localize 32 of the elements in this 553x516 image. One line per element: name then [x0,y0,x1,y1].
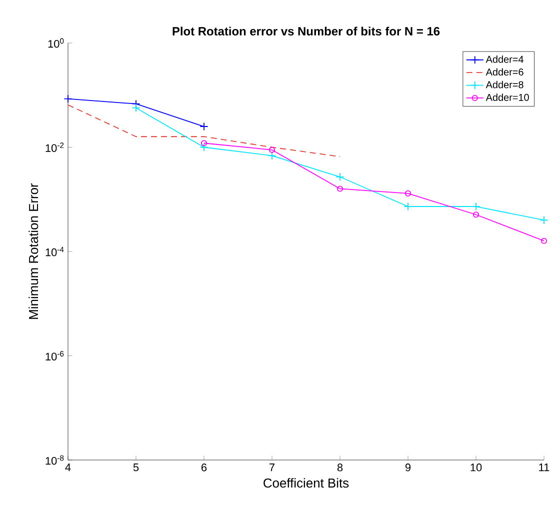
legend-label: Adder=10 [486,94,529,101]
point [268,146,276,153]
x-axis-title: Coefficient Bits [264,478,349,488]
point [200,143,208,152]
point [200,122,208,131]
chart-title: Plot Rotation error vs Number of bits for N = 16 [172,26,440,36]
y-tick-label: 10$^{-8}$ [46,455,64,465]
x-tick-label: 11 [539,464,550,472]
x-tick-label: 4 [65,464,71,472]
x-tick-label: 5 [133,464,139,472]
y-tick-label: 10$^{-6}$ [46,351,64,360]
line-series [68,104,340,158]
point [404,190,412,196]
legend-label: Adder=6 [486,68,524,76]
x-tick-label: 10 [470,464,482,472]
point [268,151,276,160]
legend-label: Adder=8 [486,80,524,88]
y-tick-label: 10$^{-4}$ [46,246,64,256]
point [64,94,72,104]
point [132,104,140,112]
x-tick-label: 8 [337,464,343,472]
legend-label: Adder=4 [486,56,524,63]
x-tick-label: 7 [270,464,274,472]
point [336,172,344,182]
y-axis-title: Minimum Rotation Error [28,183,38,319]
x-tick-label: 6 [202,464,207,472]
point [472,212,480,218]
point [540,216,548,224]
y-tick-label: 10$^{0}$ [48,38,64,48]
point [336,186,344,192]
y-tick-label: 10$^{-2}$ [46,142,64,152]
x-tick-label: 9 [405,464,411,472]
